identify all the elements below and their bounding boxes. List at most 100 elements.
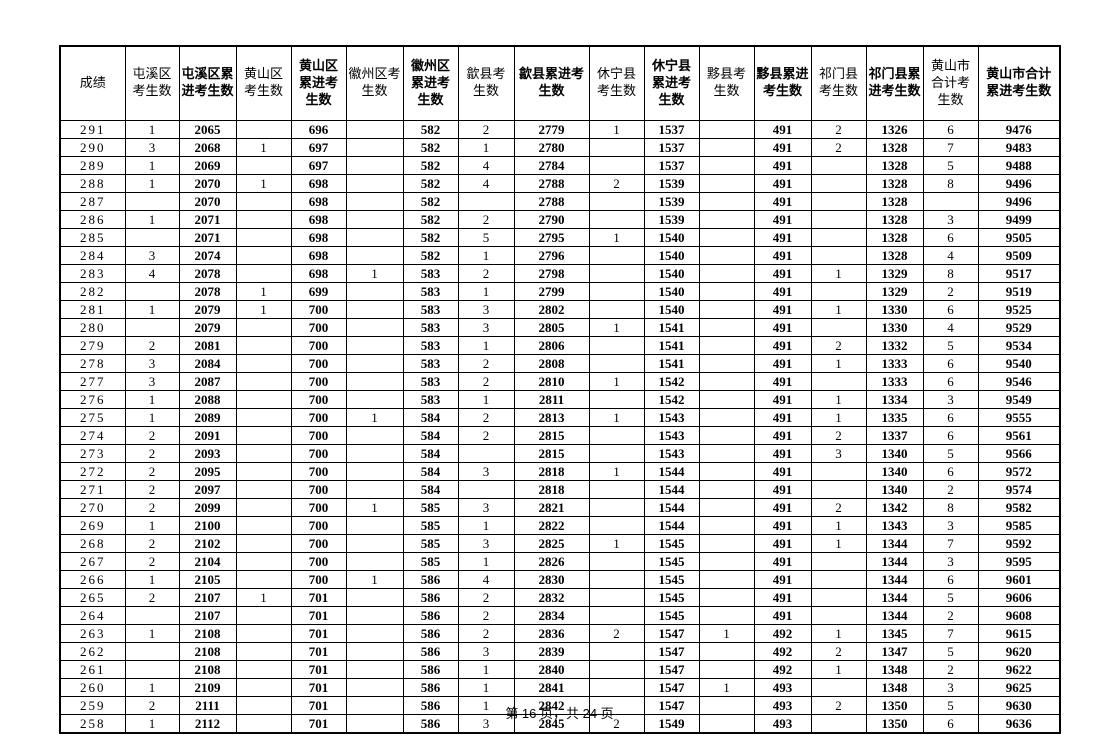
count-cell: 2 [810, 425, 867, 445]
count-cell: 701 [290, 641, 347, 661]
count-cell: 697 [290, 155, 347, 175]
count-cell: 1332 [865, 335, 924, 355]
count-cell: 1 [235, 587, 292, 607]
count-cell: 700 [290, 551, 347, 571]
count-cell [810, 317, 867, 337]
count-cell: 582 [402, 227, 459, 247]
count-cell: 1 [698, 623, 755, 643]
count-cell: 9529 [977, 317, 1061, 337]
count-cell [698, 479, 755, 499]
count-cell [124, 605, 180, 625]
count-cell: 493 [753, 695, 812, 715]
count-cell [810, 551, 867, 571]
count-cell [235, 425, 292, 445]
count-cell [810, 245, 867, 265]
count-cell: 491 [753, 119, 812, 139]
count-cell: 701 [290, 623, 347, 643]
count-cell: 1543 [643, 425, 700, 445]
count-cell: 701 [290, 587, 347, 607]
score-cell: 285 [59, 227, 126, 247]
count-cell: 5 [922, 443, 979, 463]
count-cell: 585 [402, 551, 459, 571]
count-cell [588, 425, 645, 445]
column-header: 歙县累进考生数 [513, 45, 590, 121]
count-cell: 1348 [865, 659, 924, 679]
count-cell: 491 [753, 137, 812, 157]
count-cell [345, 191, 404, 211]
count-cell: 2 [457, 353, 515, 373]
count-cell [698, 497, 755, 517]
count-cell: 7 [922, 623, 979, 643]
count-cell [588, 605, 645, 625]
count-cell [588, 389, 645, 409]
count-cell: 1328 [865, 173, 924, 193]
count-cell [810, 371, 867, 391]
table-row: 268 2 2102 700 585 3 2825 1 1545 491 1 1344 7 9592 [59, 533, 1061, 553]
count-cell: 2790 [513, 209, 590, 229]
count-cell [588, 245, 645, 265]
count-cell: 1539 [643, 209, 700, 229]
score-cell: 258 [59, 713, 126, 733]
count-cell [588, 191, 645, 211]
count-cell [588, 479, 645, 499]
count-cell [235, 569, 292, 589]
table-row: 275 1 2089 700 1 584 2 2813 1 1543 491 1 1335 6 9555 [59, 407, 1061, 427]
count-cell [235, 515, 292, 535]
count-cell: 2802 [513, 299, 590, 319]
count-cell: 9488 [977, 155, 1061, 175]
count-cell: 491 [753, 569, 812, 589]
count-cell: 1545 [643, 533, 700, 553]
column-header: 祁门县累进考生数 [865, 45, 924, 121]
count-cell: 701 [290, 659, 347, 679]
count-cell [698, 551, 755, 571]
score-cell: 278 [59, 353, 126, 373]
count-cell [124, 659, 180, 679]
table-row: 276 1 2088 700 583 1 2811 1542 491 1 1334 3 9549 [59, 389, 1061, 409]
count-cell [345, 551, 404, 571]
count-cell: 585 [402, 515, 459, 535]
count-cell: 1344 [865, 569, 924, 589]
count-cell: 1541 [643, 317, 700, 337]
count-cell [810, 569, 867, 589]
count-cell [588, 551, 645, 571]
count-cell [810, 281, 867, 301]
count-cell: 2 [124, 335, 180, 355]
count-cell: 8 [922, 263, 979, 283]
count-cell: 1 [124, 119, 180, 139]
count-cell [698, 263, 755, 283]
table-row: 261 2108 701 586 1 2840 1547 492 1 1348 2 9622 [59, 659, 1061, 679]
count-cell: 5 [457, 227, 515, 247]
count-cell [810, 461, 867, 481]
count-cell: 2 [457, 119, 515, 139]
count-cell: 700 [290, 353, 347, 373]
count-cell: 2780 [513, 137, 590, 157]
count-cell: 2070 [178, 191, 237, 211]
count-cell: 700 [290, 389, 347, 409]
count-cell: 491 [753, 173, 812, 193]
column-header: 屯溪区累进考生数 [178, 45, 237, 121]
count-cell: 2 [810, 497, 867, 517]
count-cell: 2099 [178, 497, 237, 517]
score-cell: 266 [59, 569, 126, 589]
count-cell: 491 [753, 317, 812, 337]
count-cell: 9555 [977, 407, 1061, 427]
count-cell: 2104 [178, 551, 237, 571]
count-cell: 700 [290, 443, 347, 463]
count-cell: 699 [290, 281, 347, 301]
count-cell: 1 [345, 407, 404, 427]
count-cell: 3 [922, 515, 979, 535]
count-cell: 1328 [865, 245, 924, 265]
count-cell: 9519 [977, 281, 1061, 301]
table-row: 263 1 2108 701 586 2 2836 2 1547 1 492 1 1345 7 9615 [59, 623, 1061, 643]
count-cell: 586 [402, 587, 459, 607]
score-cell: 262 [59, 641, 126, 661]
score-cell: 289 [59, 155, 126, 175]
count-cell: 1540 [643, 299, 700, 319]
count-cell: 3 [457, 317, 515, 337]
count-cell [698, 569, 755, 589]
count-cell: 583 [402, 335, 459, 355]
count-cell: 1542 [643, 371, 700, 391]
count-cell [810, 173, 867, 193]
count-cell: 3 [124, 245, 180, 265]
count-cell: 1 [457, 389, 515, 409]
